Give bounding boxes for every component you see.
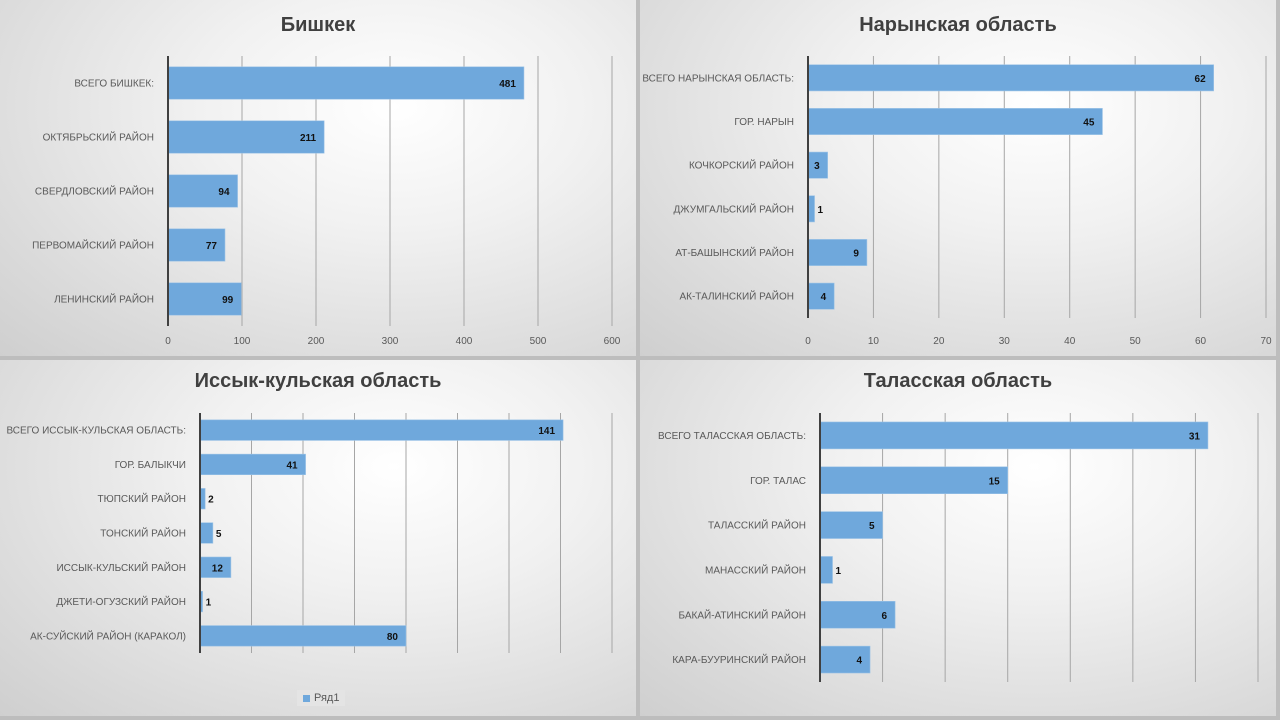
- data-label: 31: [1189, 431, 1201, 442]
- legend-label: Ряд1: [314, 692, 340, 704]
- bar: [807, 64, 1214, 92]
- data-label: 1: [818, 205, 824, 216]
- category-label: ВСЕГО ИССЫК-КУЛЬСКАЯ ОБЛАСТЬ:: [6, 426, 186, 437]
- chart-title: Иссык-кульская область: [194, 370, 442, 392]
- data-label: 12: [212, 563, 224, 574]
- data-label: 77: [206, 241, 218, 252]
- category-label: ОКТЯБРЬСКИЙ РАЙОН: [43, 131, 154, 144]
- bar: [167, 174, 238, 208]
- category-label: ПЕРВОМАЙСКИЙ РАЙОН: [32, 239, 154, 252]
- x-tick-label: 200: [308, 336, 325, 347]
- category-label: ВСЕГО НАРЫНСКАЯ ОБЛАСТЬ:: [642, 73, 794, 84]
- x-tick-label: 100: [234, 336, 251, 347]
- category-label: ГОР. НАРЫН: [734, 117, 794, 128]
- category-label: ЛЕНИНСКИЙ РАЙОН: [54, 293, 154, 306]
- data-label: 80: [387, 632, 399, 643]
- category-label: АТ-БАШЫНСКИЙ РАЙОН: [675, 246, 794, 259]
- category-label: КОЧКОРСКИЙ РАЙОН: [689, 159, 794, 172]
- category-label: АК-СУЙСКИЙ РАЙОН (КАРАКОЛ): [30, 629, 186, 642]
- category-label: ДЖЕТИ-ОГУЗСКИЙ РАЙОН: [56, 595, 186, 608]
- category-label: ТЮПСКИЙ РАЙОН: [98, 492, 186, 505]
- bar: [167, 120, 325, 154]
- data-label: 211: [300, 133, 317, 144]
- bar: [819, 466, 1009, 495]
- bar: [819, 421, 1209, 450]
- data-label: 481: [499, 79, 516, 90]
- bar: [199, 522, 214, 544]
- chart-title: Таласская область: [863, 370, 1053, 392]
- x-tick-label: 30: [999, 336, 1011, 347]
- bar: [167, 66, 525, 100]
- chart-panel-talas: Таласская область 05101520253035ВСЕГО ТА…: [640, 360, 1276, 716]
- category-label: ГОР. БАЛЫКЧИ: [115, 460, 186, 471]
- legend-swatch: [303, 694, 310, 702]
- data-label: 41: [286, 460, 298, 471]
- data-label: 5: [216, 529, 222, 540]
- x-tick-label: 40: [1064, 336, 1076, 347]
- bar: [819, 601, 896, 629]
- data-label: 4: [856, 656, 862, 667]
- x-tick-label: 500: [530, 336, 547, 347]
- bar: [819, 645, 871, 674]
- category-label: ИССЫК-КУЛЬСКИЙ РАЙОН: [56, 561, 186, 574]
- x-tick-label: 60: [1195, 336, 1207, 347]
- data-label: 6: [882, 611, 888, 622]
- bar: [199, 625, 407, 647]
- data-label: 62: [1195, 74, 1207, 85]
- data-label: 94: [218, 187, 230, 198]
- chart-legend: Ряд1: [297, 690, 346, 706]
- bar-chart-naryn: 0 10 20 30 40 50 60 70 ВСЕГО НАРЫНСКАЯ ОБЛАСТЬ: 6…: [642, 56, 1272, 347]
- bar: [807, 108, 1103, 135]
- category-label: СВЕРДЛОВСКИЙ РАЙОН: [35, 185, 154, 198]
- chart-panel-issyk-kul: Иссык-кульская область 02040608010012014…: [0, 360, 636, 716]
- bar-chart-bishkek: 0 100 200 300 400 500 600 ВСЕГО БИШКЕК: 481 ОКТЯБ…: [32, 56, 621, 347]
- category-label: ТОНСКИЙ РАЙОН: [100, 527, 186, 540]
- x-tick-label: 300: [382, 336, 399, 347]
- data-label: 4: [821, 292, 827, 303]
- bar: [199, 419, 564, 441]
- x-tick-label: 70: [1260, 336, 1272, 347]
- category-label: АК-ТАЛИНСКИЙ РАЙОН: [679, 290, 794, 303]
- category-label: ВСЕГО ТАЛАССКАЯ ОБЛАСТЬ:: [658, 431, 806, 442]
- data-label: 45: [1083, 118, 1095, 129]
- data-label: 2: [208, 495, 214, 506]
- bar: [819, 556, 833, 584]
- data-label: 9: [853, 249, 859, 260]
- category-label: ГОР. ТАЛАС: [750, 476, 806, 487]
- data-label: 99: [222, 295, 234, 306]
- x-tick-label: 10: [868, 336, 880, 347]
- data-label: 1: [836, 566, 842, 577]
- category-label: БАКАЙ-АТИНСКИЙ РАЙОН: [679, 608, 807, 621]
- category-label: МАНАССКИЙ РАЙОН: [705, 563, 806, 576]
- x-tick-label: 400: [456, 336, 473, 347]
- data-label: 141: [538, 426, 555, 437]
- data-label: 15: [989, 476, 1001, 487]
- chart-panel-bishkek: Бишкек 0 100 200 300 400 500 600 ВСЕГО БИШКЕК: 4…: [0, 0, 636, 356]
- category-label: КАРА-БУУРИНСКИЙ РАЙОН: [672, 653, 806, 666]
- chart-title: Нарынская область: [859, 14, 1057, 36]
- data-label: 3: [814, 161, 820, 172]
- category-label: ДЖУМГАЛЬСКИЙ РАЙОН: [673, 202, 794, 215]
- bar: [807, 239, 868, 266]
- bar: [167, 228, 226, 262]
- x-tick-label: 0: [165, 336, 171, 347]
- category-label: ТАЛАССКИЙ РАЙОН: [708, 519, 806, 532]
- x-tick-label: 600: [604, 336, 621, 347]
- x-tick-label: 0: [805, 336, 811, 347]
- category-label: ВСЕГО БИШКЕК:: [74, 79, 154, 90]
- bar: [819, 511, 883, 539]
- x-tick-label: 20: [933, 336, 945, 347]
- bar-chart-talas: 05101520253035ВСЕГО ТАЛАССКАЯ ОБЛАСТЬ:31…: [658, 413, 1259, 682]
- bar: [167, 282, 242, 316]
- data-label: 1: [206, 598, 212, 609]
- bar-chart-issyk-kul: 020406080100120140160ВСЕГО ИССЫК-КУЛЬСКА…: [6, 413, 613, 653]
- data-label: 5: [869, 521, 875, 532]
- chart-title: Бишкек: [280, 14, 356, 36]
- x-tick-label: 50: [1130, 336, 1142, 347]
- chart-panel-naryn: Нарынская область 0 10 20 30 40 50 60 70 ВСЕГО Н…: [640, 0, 1276, 356]
